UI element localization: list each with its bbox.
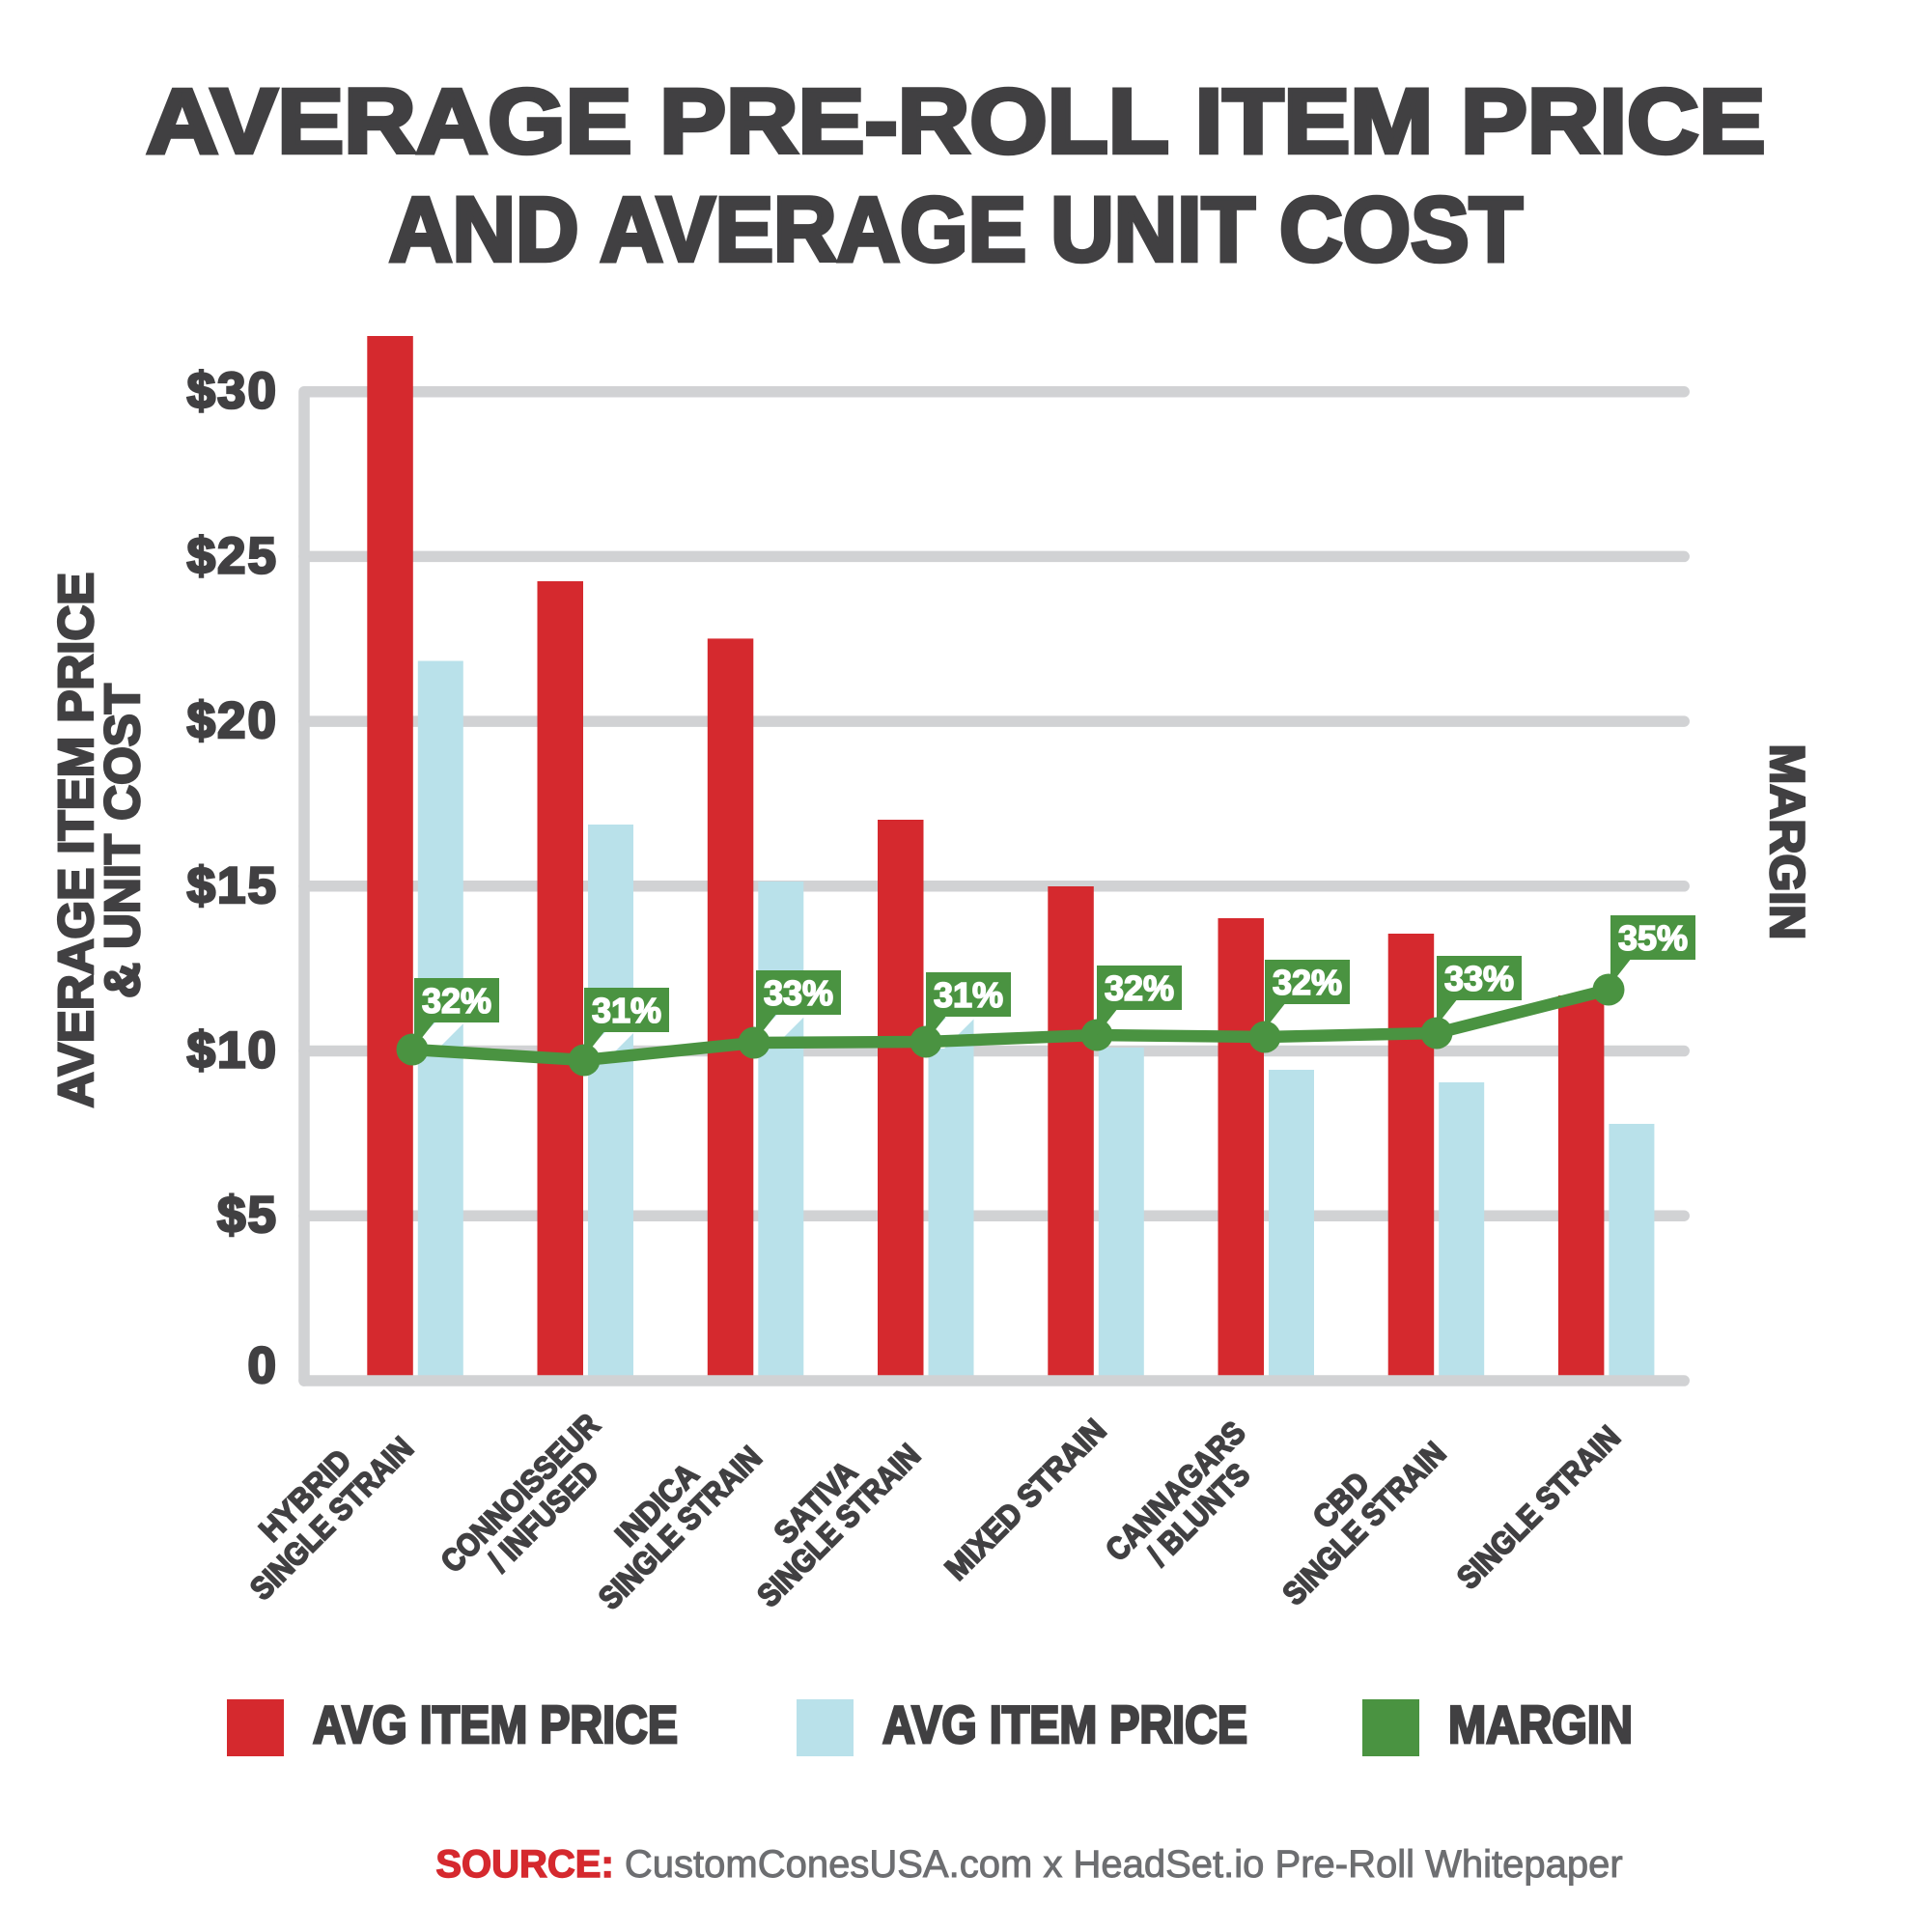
svg-text:0: 0 bbox=[248, 1337, 278, 1394]
svg-text:$10: $10 bbox=[187, 1022, 278, 1079]
svg-text:$5: $5 bbox=[217, 1187, 278, 1244]
svg-text:MARGIN: MARGIN bbox=[1760, 744, 1814, 940]
svg-text:$15: $15 bbox=[187, 857, 278, 914]
svg-text:SOURCE: CustomConesUSA.com x H: SOURCE: CustomConesUSA.com x HeadSet.io … bbox=[435, 1843, 1622, 1886]
svg-text:$30: $30 bbox=[187, 363, 278, 420]
svg-text:AND AVERAGE UNIT COST: AND AVERAGE UNIT COST bbox=[389, 179, 1523, 281]
svg-text:AVERAGE PRE-ROLL ITEM PRICE: AVERAGE PRE-ROLL ITEM PRICE bbox=[147, 70, 1766, 173]
svg-text:33%: 33% bbox=[1444, 959, 1514, 998]
svg-text:32%: 32% bbox=[1273, 963, 1342, 1002]
svg-text:35%: 35% bbox=[1618, 918, 1688, 958]
svg-text:31%: 31% bbox=[592, 991, 661, 1030]
svg-text:& UNIT COST: & UNIT COST bbox=[95, 684, 150, 998]
svg-text:32%: 32% bbox=[422, 981, 491, 1021]
svg-text:MARGIN: MARGIN bbox=[1448, 1694, 1633, 1754]
svg-text:AVG ITEM PRICE: AVG ITEM PRICE bbox=[313, 1694, 678, 1754]
svg-text:$25: $25 bbox=[187, 527, 278, 584]
svg-text:AVG ITEM PRICE: AVG ITEM PRICE bbox=[882, 1694, 1247, 1754]
svg-text:33%: 33% bbox=[764, 973, 833, 1013]
svg-text:$20: $20 bbox=[187, 692, 278, 749]
svg-text:AVERAGE ITEM PRICE: AVERAGE ITEM PRICE bbox=[48, 573, 103, 1107]
svg-text:31%: 31% bbox=[934, 975, 1003, 1015]
svg-text:32%: 32% bbox=[1105, 968, 1174, 1008]
